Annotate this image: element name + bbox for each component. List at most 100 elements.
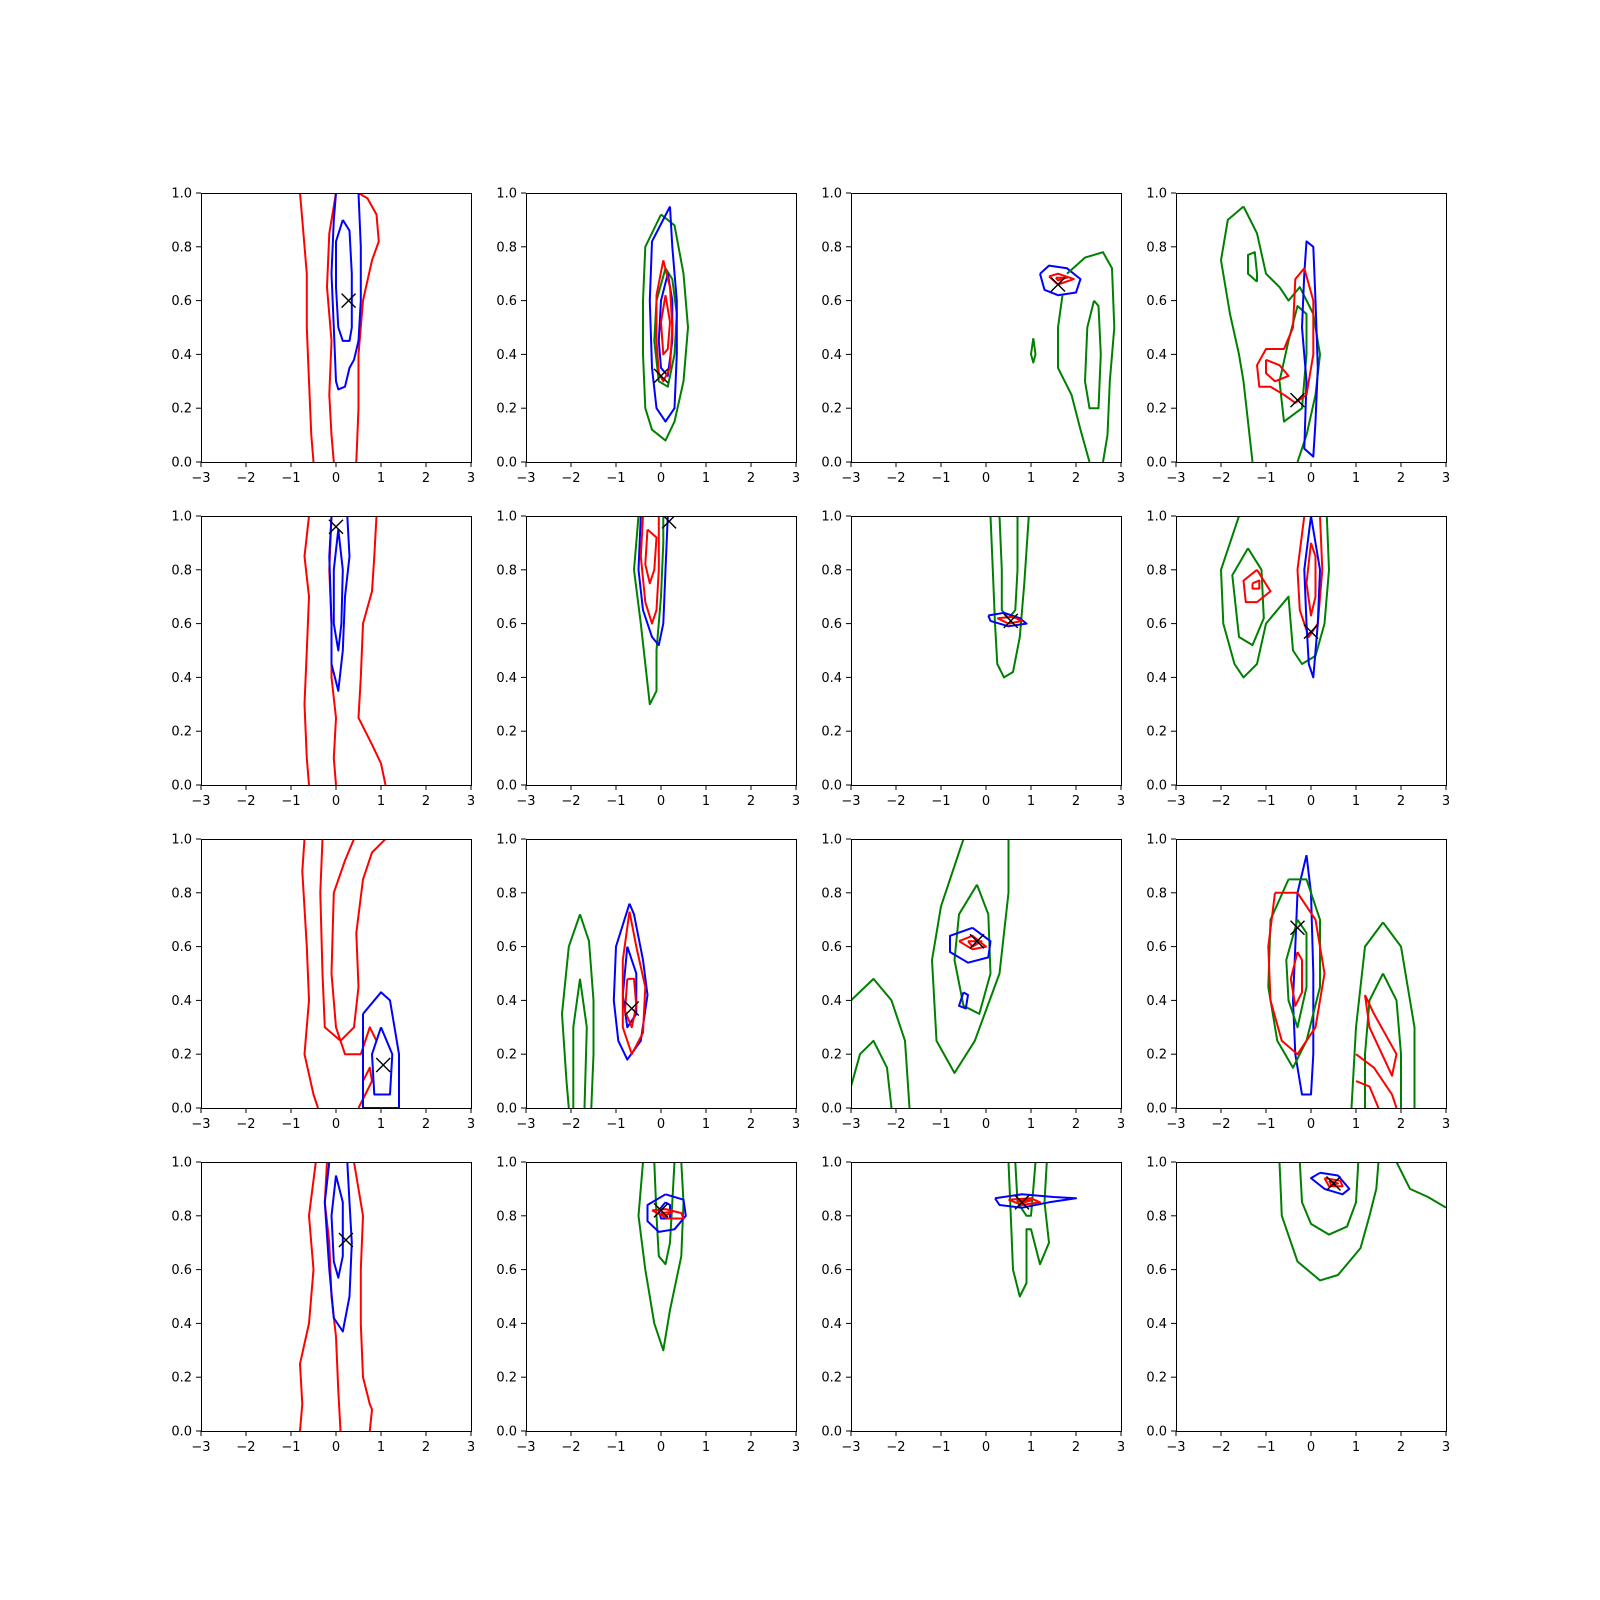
y-tick-label: 0.2 [171, 402, 192, 417]
red-contour-line [357, 516, 387, 785]
x-tick-label: 2 [1072, 1440, 1080, 1455]
y-tick-label: 0.0 [496, 779, 517, 794]
x-tick-label: 1 [1027, 1117, 1035, 1132]
x-tick-label: 0 [657, 794, 665, 809]
x-tick-label: 3 [1442, 1440, 1450, 1455]
x-marker [653, 1202, 669, 1218]
plot-area [1030, 251, 1116, 462]
blue-contour-line [330, 1175, 344, 1279]
axes-frame [1176, 516, 1447, 786]
y-tick-label: 1.0 [1146, 1156, 1167, 1171]
panel-1-1: −3 −2 −1 0 1 2 3 0.0 0.2 0.4 0.6 0.8 1.0 [171, 187, 475, 487]
x-marker [653, 368, 669, 384]
y-tick-label: 0.2 [821, 1048, 842, 1063]
y-tick-label: 0.8 [171, 240, 192, 255]
x-tick-label: 1 [1027, 471, 1035, 486]
blue-contour-line [371, 1026, 394, 1096]
plot-area [299, 193, 380, 462]
panel-2-2: −3 −2 −1 0 1 2 3 0.0 0.2 0.4 0.6 0.8 1.0 [496, 510, 800, 810]
plot-area [1220, 205, 1321, 462]
y-tick-label: 0.6 [496, 617, 517, 632]
y-tick-label: 0.0 [171, 1425, 192, 1440]
y-tick-label: 0.0 [1146, 779, 1167, 794]
y-tick-label: 0.2 [1146, 402, 1167, 417]
x-tick-label: 0 [982, 1440, 990, 1455]
x-tick-label: −1 [1256, 1440, 1275, 1455]
axes-frame [201, 839, 472, 1109]
x-tick-label: 0 [982, 471, 990, 486]
y-tick-label: 0.2 [171, 1371, 192, 1386]
blue-contour-line [362, 991, 400, 1108]
x-tick-label: 1 [1027, 1440, 1035, 1455]
x-tick-label: 3 [1117, 1117, 1125, 1132]
x-tick-label: −3 [841, 1117, 860, 1132]
x-marker [375, 1057, 391, 1073]
x-tick-label: 0 [332, 471, 340, 486]
x-tick-label: −1 [1256, 471, 1275, 486]
blue-contour-line [1301, 240, 1319, 458]
y-tick-label: 0.8 [1146, 563, 1167, 578]
panel-3-2: −3 −2 −1 0 1 2 3 0.0 0.2 0.4 0.6 0.8 1.0 [496, 833, 800, 1133]
panel-2-3: −3 −2 −1 0 1 2 3 0.0 0.2 0.4 0.6 0.8 1.0 [821, 510, 1125, 810]
blue-contour-line [328, 516, 351, 692]
y-tick-label: 0.2 [1146, 1371, 1167, 1386]
axes-frame [851, 839, 1122, 1109]
green-contour-line [1220, 516, 1330, 679]
y-tick-label: 0.8 [821, 886, 842, 901]
green-contour-line [1382, 921, 1416, 1108]
blue-contour-line [637, 516, 669, 647]
y-tick-label: 0.0 [171, 456, 192, 471]
panel-4-1: −3 −2 −1 0 1 2 3 0.0 0.2 0.4 0.6 0.8 1.0 [171, 1156, 475, 1456]
y-tick-label: 1.0 [1146, 510, 1167, 525]
y-tick-label: 0.6 [496, 294, 517, 309]
y-tick-label: 0.6 [1146, 294, 1167, 309]
blue-contour-line [648, 206, 678, 423]
x-marker [624, 1000, 640, 1016]
y-tick-label: 0.2 [171, 725, 192, 740]
y-tick-label: 1.0 [171, 1156, 192, 1171]
green-contour-line [1278, 1162, 1380, 1282]
red-contour-line [958, 934, 987, 951]
x-tick-label: −3 [191, 471, 210, 486]
y-tick-label: 1.0 [821, 1156, 842, 1171]
x-tick-label: 1 [702, 471, 710, 486]
green-contour-line [998, 516, 1019, 620]
x-tick-label: −2 [236, 794, 255, 809]
green-contour-line [1247, 251, 1258, 283]
panel-1-4: −3 −2 −1 0 1 2 3 0.0 0.2 0.4 0.6 0.8 1.0 [1146, 187, 1450, 487]
x-tick-label: 1 [702, 1117, 710, 1132]
red-contour-line [1355, 1080, 1380, 1108]
y-tick-label: 1.0 [496, 510, 517, 525]
green-contour-line [561, 913, 581, 1108]
red-contour-line [644, 528, 658, 585]
axes-frame [851, 516, 1122, 786]
x-tick-label: 2 [1072, 1117, 1080, 1132]
y-tick-label: 0.8 [171, 1209, 192, 1224]
x-tick-label: −3 [1166, 471, 1185, 486]
x-tick-label: 2 [1397, 1117, 1405, 1132]
x-tick-label: −3 [1166, 1117, 1185, 1132]
y-tick-label: 0.8 [496, 240, 517, 255]
panel-1-3: −3 −2 −1 0 1 2 3 0.0 0.2 0.4 0.6 0.8 1.0 [821, 187, 1125, 487]
x-tick-label: 3 [792, 1440, 800, 1455]
x-marker [969, 933, 985, 949]
x-tick-label: 2 [1397, 794, 1405, 809]
x-tick-label: −2 [561, 1117, 580, 1132]
green-contour-line [579, 978, 588, 1108]
y-tick-label: 0.2 [1146, 1048, 1167, 1063]
x-tick-label: −2 [236, 1440, 255, 1455]
y-tick-label: 0.6 [1146, 940, 1167, 955]
x-tick-label: −2 [886, 471, 905, 486]
y-tick-label: 0.8 [171, 563, 192, 578]
y-tick-label: 0.6 [1146, 1263, 1167, 1278]
x-tick-label: −1 [931, 471, 950, 486]
blue-contour-line [949, 926, 992, 964]
green-contour-line [1382, 973, 1402, 1108]
red-contour-line [301, 839, 319, 1108]
x-tick-label: −2 [886, 1117, 905, 1132]
green-contour-line [989, 516, 1030, 679]
x-tick-label: −2 [561, 471, 580, 486]
red-contour-line [326, 193, 337, 462]
y-tick-label: 0.8 [821, 240, 842, 255]
x-tick-label: 3 [1117, 794, 1125, 809]
